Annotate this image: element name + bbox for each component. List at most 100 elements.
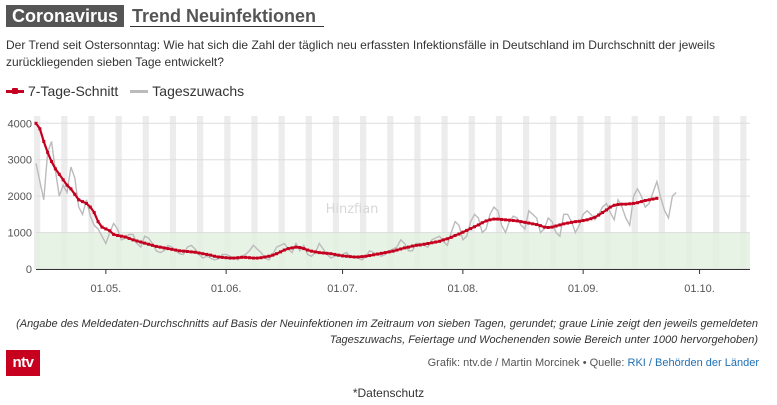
avg-point xyxy=(240,255,244,259)
weekend-stripe xyxy=(61,116,68,269)
avg-point xyxy=(298,246,302,250)
weekend-stripe xyxy=(577,116,584,269)
legend-item-daily[interactable]: Tageszuwachs xyxy=(130,83,244,99)
avg-point xyxy=(395,248,399,252)
privacy-link[interactable]: *Datenschutz xyxy=(352,386,425,400)
weekend-stripe xyxy=(495,116,503,269)
y-tick-label: 3000 xyxy=(8,155,32,167)
avg-point xyxy=(236,256,240,260)
credit-line: Grafik: ntv.de / Martin Morcinek • Quell… xyxy=(428,357,759,369)
avg-point xyxy=(527,221,531,225)
avg-point xyxy=(115,233,119,237)
avg-point xyxy=(360,255,364,259)
avg-point xyxy=(228,256,232,260)
avg-point xyxy=(593,215,597,219)
avg-point xyxy=(515,219,519,223)
avg-point xyxy=(538,224,542,228)
avg-point xyxy=(597,213,601,217)
avg-point xyxy=(449,235,453,239)
weekend-stripe xyxy=(740,116,747,269)
avg-point xyxy=(341,254,345,258)
avg-point xyxy=(523,220,527,224)
weekend-stripe xyxy=(387,116,394,269)
avg-point xyxy=(42,140,46,143)
avg-point xyxy=(197,251,201,255)
avg-point xyxy=(181,249,185,253)
avg-point xyxy=(170,247,174,251)
avg-point xyxy=(73,192,77,196)
avg-point xyxy=(566,221,570,225)
avg-point xyxy=(484,219,488,223)
avg-point xyxy=(143,241,147,245)
avg-point xyxy=(422,242,426,246)
avg-point xyxy=(57,172,61,176)
avg-point xyxy=(410,244,414,248)
avg-point xyxy=(616,203,620,207)
avg-point xyxy=(244,255,248,259)
avg-point xyxy=(271,253,275,257)
avg-point xyxy=(174,248,178,252)
avg-point xyxy=(364,254,368,258)
avg-point xyxy=(573,220,577,224)
avg-point xyxy=(356,255,360,259)
avg-point xyxy=(531,222,535,226)
avg-point xyxy=(310,249,314,253)
avg-point xyxy=(112,232,116,236)
weekend-stripe xyxy=(360,116,367,269)
avg-point xyxy=(624,202,628,206)
avg-point xyxy=(647,198,651,202)
avg-point xyxy=(589,217,593,221)
avg-point xyxy=(178,249,182,253)
avg-point xyxy=(325,251,329,255)
avg-point xyxy=(546,225,550,229)
avg-point xyxy=(96,220,100,224)
avg-point xyxy=(50,160,54,164)
weekend-stripe xyxy=(414,116,421,269)
avg-point xyxy=(259,256,263,260)
trend-chart: Hinzfian 0 1000 2000 3000 4000 01.05. 01.06. 01… xyxy=(8,116,750,295)
avg-point xyxy=(461,230,465,234)
avg-point xyxy=(278,250,282,254)
weekend-stripe xyxy=(34,116,41,269)
avg-point xyxy=(147,242,151,246)
avg-point xyxy=(209,253,213,257)
watermark: Hinzfian xyxy=(326,202,379,217)
avg-point xyxy=(205,252,209,256)
avg-point xyxy=(139,240,143,244)
weekend-stripe xyxy=(197,116,204,269)
avg-point xyxy=(519,220,523,224)
avg-point xyxy=(255,256,259,260)
avg-point xyxy=(383,251,387,255)
avg-point xyxy=(201,252,205,256)
avg-point xyxy=(65,183,69,187)
avg-point xyxy=(313,250,317,254)
credit-text: Grafik: ntv.de / Martin Morcinek • Quell… xyxy=(427,357,628,369)
weekend-stripe xyxy=(441,116,448,269)
avg-point xyxy=(294,245,298,249)
avg-point xyxy=(306,248,310,252)
avg-point xyxy=(53,167,57,171)
avg-point xyxy=(34,121,38,125)
weekend-stripe xyxy=(142,116,149,269)
avg-point xyxy=(61,178,65,182)
weekend-stripe xyxy=(332,116,340,269)
avg-point xyxy=(38,127,42,131)
x-tick-label: 01.10. xyxy=(684,283,715,295)
avg-point xyxy=(290,246,294,250)
avg-point xyxy=(232,256,236,260)
weekend-stripe xyxy=(169,116,177,269)
avg-point xyxy=(84,201,88,205)
avg-point xyxy=(100,225,104,229)
avg-point xyxy=(612,203,616,207)
avg-point xyxy=(403,246,407,250)
legend-item-avg[interactable]: 7-Tage-Schnitt xyxy=(6,83,118,99)
avg-point xyxy=(496,217,500,221)
weekend-stripe xyxy=(88,116,95,269)
weekend-stripe xyxy=(522,116,530,269)
avg-point xyxy=(414,243,418,247)
weekend-stripe xyxy=(658,116,666,269)
source-link[interactable]: RKI / Behörden der Länder xyxy=(627,357,759,369)
avg-point xyxy=(267,254,271,258)
weekend-stripe xyxy=(224,116,231,269)
avg-point xyxy=(407,245,411,249)
